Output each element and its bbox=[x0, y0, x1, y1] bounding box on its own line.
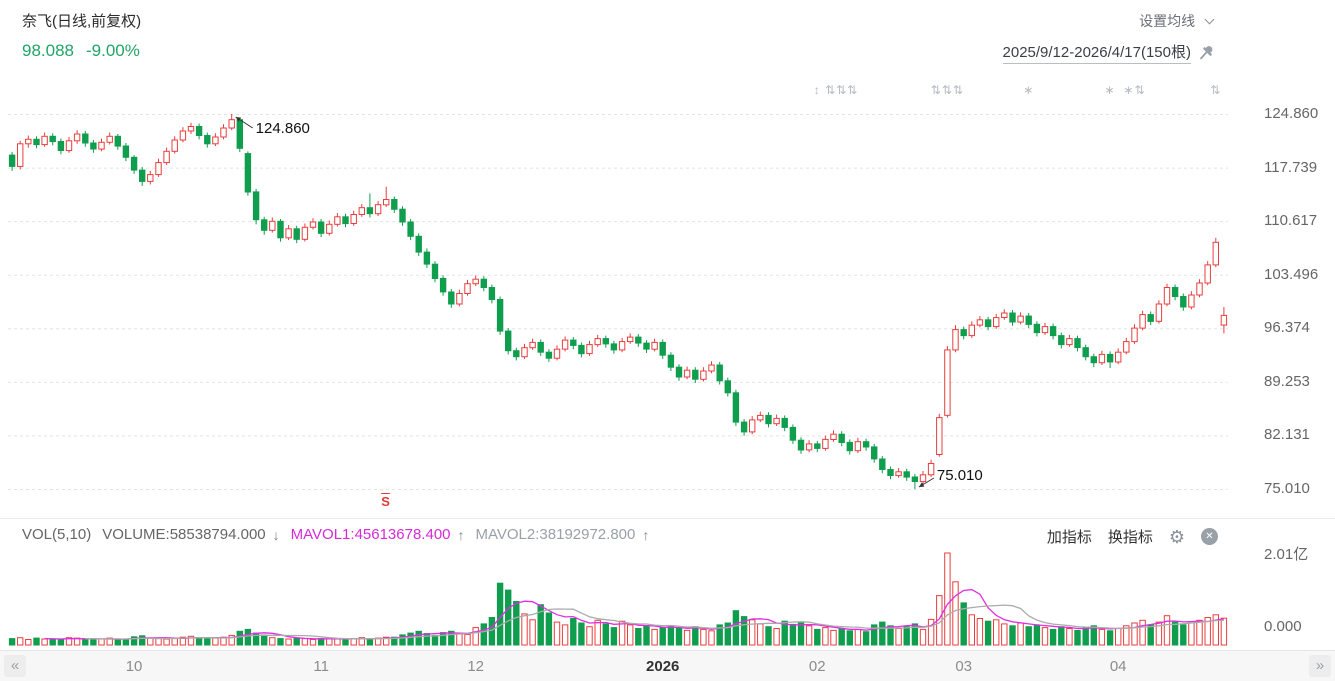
change-percent: -9.00% bbox=[86, 41, 140, 60]
price-axis-label: 110.617 bbox=[1264, 212, 1318, 230]
pin-icon[interactable] bbox=[1198, 44, 1215, 61]
up-arrow-icon: ↑ bbox=[642, 526, 650, 543]
stock-title: 奈飞(日线,前复权) bbox=[22, 13, 142, 30]
panel-divider bbox=[0, 518, 1335, 519]
date-range[interactable]: 2025/9/12-2026/4/17(150根) bbox=[1002, 41, 1191, 64]
scroll-left-button[interactable]: « bbox=[4, 655, 26, 677]
ma-settings-label: 设置均线 bbox=[1139, 13, 1196, 29]
ma-settings-button[interactable]: 设置均线 bbox=[1139, 11, 1215, 31]
ex-dividend-marker: S bbox=[381, 494, 390, 509]
switch-indicator-button[interactable]: 换指标 bbox=[1107, 529, 1153, 546]
event-marker-icon: ⇅ bbox=[1210, 83, 1222, 97]
vol-indicator-label[interactable]: VOL(5,10) bbox=[22, 526, 92, 543]
quote-row: 98.088 -9.00% bbox=[22, 41, 152, 61]
time-axis-label: 12 bbox=[467, 658, 484, 675]
event-marker-icon: ∗⇅ bbox=[1123, 83, 1146, 97]
time-axis-label: 02 bbox=[808, 658, 826, 675]
price-axis-label: 124.860 bbox=[1264, 105, 1319, 122]
low-price-annotation: 75.010 bbox=[936, 467, 983, 484]
mavol2-value: MAVOL2:38192972.800 bbox=[475, 526, 636, 543]
price-axis-label: 103.496 bbox=[1264, 265, 1319, 283]
last-price: 98.088 bbox=[22, 41, 74, 60]
event-marker-icon: ⇅⇅⇅ bbox=[825, 83, 859, 97]
volume-axis-max-label: 2.01亿 bbox=[1264, 546, 1309, 563]
time-axis-label: 04 bbox=[1109, 658, 1127, 675]
time-scrollbar[interactable]: « » bbox=[0, 650, 1335, 681]
time-axis-label: 11 bbox=[313, 658, 329, 675]
close-icon[interactable]: ✕ bbox=[1201, 528, 1218, 545]
mavol1-value: MAVOL1:45613678.400 bbox=[290, 526, 451, 543]
volume-indicator-header: VOL(5,10) VOLUME:58538794.000 ↓ MAVOL1:4… bbox=[22, 526, 649, 543]
time-axis-label: 10 bbox=[125, 658, 143, 675]
high-price-annotation: 124.860 bbox=[255, 120, 310, 137]
price-axis-label: 89.253 bbox=[1264, 372, 1310, 390]
price-axis-label: 75.010 bbox=[1264, 480, 1310, 497]
time-axis-label: 2026 bbox=[646, 658, 680, 675]
price-axis-label: 82.131 bbox=[1264, 426, 1310, 444]
volume-value: VOLUME:58538794.000 bbox=[102, 526, 266, 543]
event-marker-icon: ∗ bbox=[1023, 83, 1035, 97]
volume-axis-zero-label: 0.000 bbox=[1264, 618, 1302, 635]
event-marker-icon: ↕ bbox=[813, 83, 821, 97]
event-marker-icon: ∗ bbox=[1104, 83, 1116, 97]
event-marker-icon: ⇅⇅⇅ bbox=[930, 83, 964, 97]
down-arrow-icon: ↓ bbox=[272, 526, 280, 543]
indicator-toolbar: 加指标 换指标 ⚙ ✕ bbox=[1047, 526, 1218, 547]
add-indicator-button[interactable]: 加指标 bbox=[1046, 529, 1092, 546]
up-arrow-icon: ↑ bbox=[457, 526, 465, 543]
date-range-row: 2025/9/12-2026/4/17(150根) bbox=[1002, 41, 1215, 64]
price-axis-label: 96.374 bbox=[1264, 319, 1310, 337]
chevron-down-icon bbox=[1204, 14, 1215, 25]
price-axis-label: 117.739 bbox=[1264, 158, 1318, 176]
gear-icon[interactable]: ⚙ bbox=[1168, 526, 1185, 547]
time-axis-label: 03 bbox=[955, 658, 972, 675]
scroll-right-button[interactable]: » bbox=[1309, 655, 1331, 677]
